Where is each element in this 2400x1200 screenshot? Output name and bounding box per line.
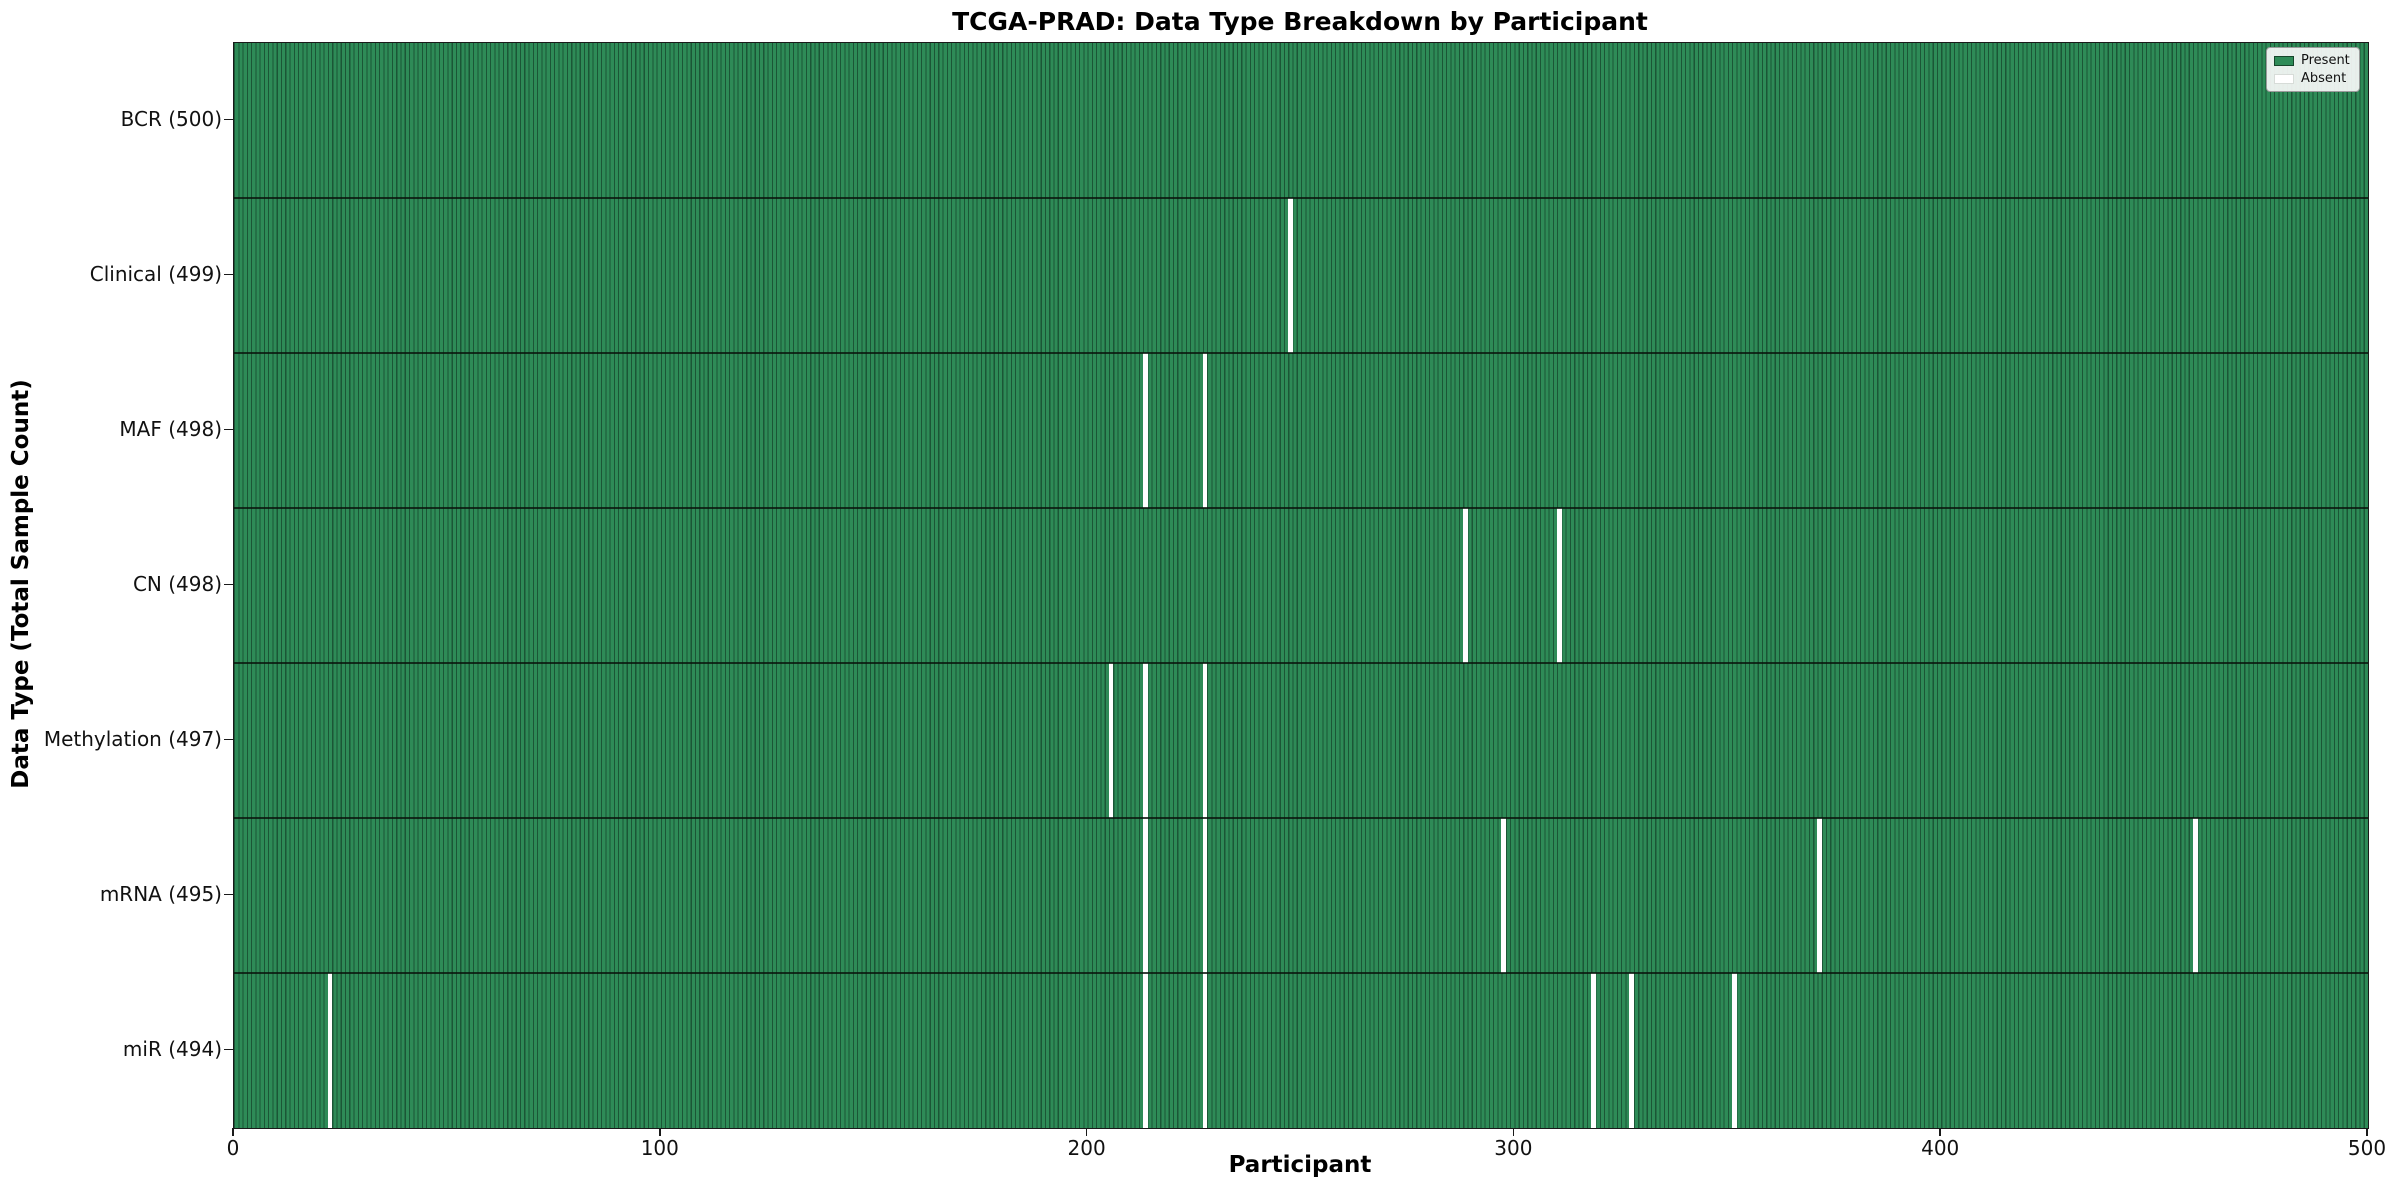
- y-tick-label-CN: CN (498): [132, 571, 222, 596]
- x-tick-mark: [659, 1128, 661, 1136]
- absent-gap-mRNA-459: [2192, 818, 2198, 973]
- row-divider: [234, 197, 2368, 199]
- y-tick-mark: [224, 583, 233, 586]
- chart-row-mRNA: [234, 818, 2368, 973]
- row-divider: [234, 507, 2368, 509]
- chart-row-MAF: [234, 353, 2368, 508]
- x-tick-mark: [1512, 1128, 1515, 1136]
- legend-item-present: Present: [2274, 54, 2350, 67]
- absent-gap-Clinical-247: [1287, 198, 1293, 353]
- chart-row-Clinical: [234, 198, 2368, 353]
- legend-present-label: Present: [2301, 53, 2350, 68]
- absent-gap-miR-327: [1629, 973, 1635, 1128]
- y-tick-label-mRNA: mRNA (495): [99, 881, 222, 906]
- x-tick-label-0: 0: [226, 1136, 240, 1160]
- x-tick-label-200: 200: [1067, 1136, 1106, 1160]
- absent-gap-mRNA-297: [1501, 818, 1507, 973]
- absent-gap-Methylation-205: [1108, 663, 1114, 818]
- x-tick-mark: [2366, 1128, 2368, 1136]
- chart-row-Methylation: [234, 663, 2368, 818]
- y-tick-mark: [224, 738, 233, 741]
- plot-area: [233, 42, 2369, 1129]
- x-tick-label-400: 400: [1921, 1136, 1960, 1160]
- y-tick-label-MAF: MAF (498): [119, 416, 222, 441]
- chart-row-miR: [234, 973, 2368, 1128]
- absent-gap-miR-351: [1731, 973, 1737, 1128]
- absent-gap-CN-288: [1462, 508, 1468, 663]
- chart-title: TCGA-PRAD: Data Type Breakdown by Partic…: [952, 7, 1648, 36]
- absent-gap-CN-310: [1556, 508, 1562, 663]
- present-swatch-icon: [2274, 55, 2294, 66]
- row-divider: [234, 817, 2368, 819]
- y-tick-label-BCR: BCR (500): [120, 106, 222, 131]
- absent-gap-Methylation-213: [1142, 663, 1148, 818]
- x-tick-label-100: 100: [640, 1136, 679, 1160]
- x-tick-label-300: 300: [1494, 1136, 1533, 1160]
- y-tick-mark: [224, 1048, 233, 1051]
- y-tick-label-miR: miR (494): [122, 1036, 222, 1061]
- chart-row-BCR: [234, 43, 2368, 198]
- absent-swatch-icon: [2274, 73, 2294, 84]
- absent-gap-Methylation-227: [1202, 663, 1208, 818]
- x-tick-label-500: 500: [2347, 1136, 2387, 1160]
- y-tick-mark: [224, 118, 233, 121]
- x-tick-mark: [232, 1128, 234, 1136]
- row-divider: [234, 352, 2368, 354]
- x-tick-mark: [1085, 1128, 1088, 1136]
- legend-absent-label: Absent: [2301, 71, 2347, 86]
- y-tick-label-Clinical: Clinical (499): [89, 261, 222, 286]
- absent-gap-mRNA-371: [1817, 818, 1822, 973]
- legend: Present Absent: [2266, 47, 2360, 92]
- y-tick-mark: [224, 893, 233, 896]
- legend-item-absent: Absent: [2274, 72, 2350, 85]
- x-axis-label: Participant: [1228, 1152, 1372, 1178]
- absent-gap-miR-318: [1590, 973, 1596, 1128]
- absent-gap-miR-213: [1142, 973, 1148, 1128]
- x-tick-mark: [1939, 1128, 1941, 1136]
- y-tick-label-Methylation: Methylation (497): [43, 726, 222, 751]
- absent-gap-mRNA-227: [1202, 818, 1208, 973]
- absent-gap-MAF-227: [1202, 353, 1208, 508]
- absent-gap-MAF-213: [1142, 353, 1148, 508]
- row-divider: [234, 662, 2368, 664]
- absent-gap-mRNA-213: [1142, 818, 1148, 973]
- y-tick-mark: [224, 273, 233, 276]
- absent-gap-miR-22: [327, 973, 333, 1128]
- y-tick-mark: [224, 428, 233, 431]
- row-divider: [234, 972, 2368, 974]
- chart-row-CN: [234, 508, 2368, 663]
- absent-gap-miR-227: [1202, 973, 1208, 1128]
